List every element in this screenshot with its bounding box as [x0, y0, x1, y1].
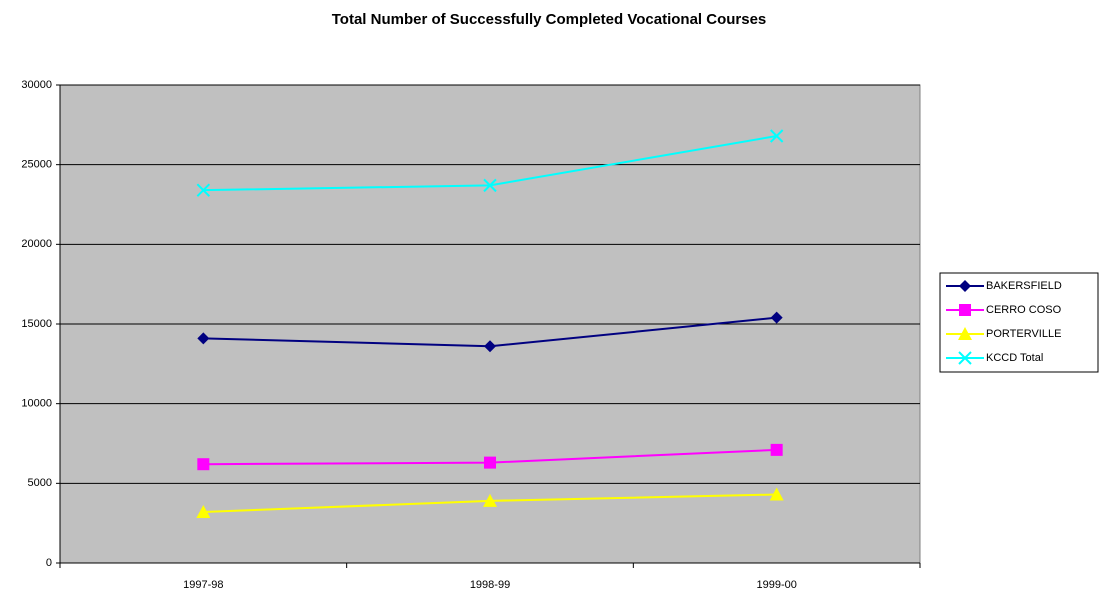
- x-tick-label: 1997-98: [183, 579, 223, 590]
- marker: [959, 304, 971, 316]
- legend-label: CERRO COSO: [986, 304, 1062, 316]
- y-tick-label: 5000: [28, 477, 52, 489]
- y-tick-label: 10000: [21, 398, 52, 410]
- legend-label: PORTERVILLE: [986, 328, 1061, 340]
- y-tick-label: 30000: [21, 79, 52, 91]
- marker: [770, 311, 783, 324]
- marker: [484, 456, 496, 469]
- y-tick-label: 15000: [21, 318, 52, 330]
- marker: [196, 183, 211, 197]
- marker: [769, 487, 784, 501]
- marker: [769, 129, 784, 143]
- marker: [484, 340, 496, 353]
- legend-label: KCCD Total: [986, 352, 1043, 364]
- marker: [483, 493, 497, 507]
- marker: [958, 327, 972, 340]
- marker: [197, 458, 210, 471]
- y-tick-label: 20000: [21, 238, 52, 250]
- marker: [959, 280, 971, 292]
- chart-title: Total Number of Successfully Completed V…: [332, 11, 767, 28]
- marker: [770, 443, 783, 456]
- x-tick-label: 1999-00: [756, 579, 796, 590]
- legend-label: BAKERSFIELD: [986, 280, 1062, 292]
- marker: [483, 178, 497, 193]
- y-tick-label: 0: [46, 557, 52, 569]
- marker: [958, 351, 972, 365]
- marker: [196, 505, 211, 519]
- y-tick-label: 25000: [21, 159, 52, 171]
- marker: [197, 332, 210, 345]
- x-tick-label: 1998-99: [470, 579, 510, 590]
